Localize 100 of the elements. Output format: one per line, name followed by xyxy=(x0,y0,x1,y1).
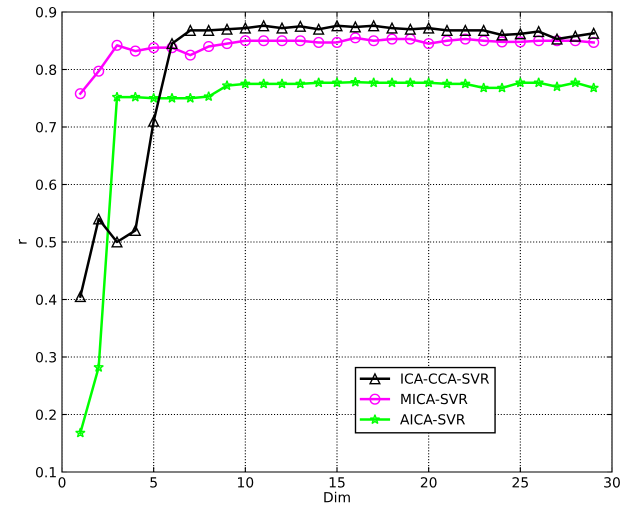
point xyxy=(478,24,490,36)
point xyxy=(221,24,233,35)
point xyxy=(588,28,600,39)
point xyxy=(460,24,471,36)
y-tick-label: 0.1 xyxy=(36,466,56,478)
point xyxy=(496,29,508,41)
point xyxy=(350,32,361,44)
point xyxy=(533,35,544,46)
point xyxy=(332,77,342,88)
point xyxy=(404,33,416,45)
point xyxy=(166,38,178,50)
point xyxy=(533,77,544,88)
point xyxy=(331,36,343,48)
point xyxy=(570,77,581,88)
point xyxy=(423,38,434,50)
point xyxy=(130,224,141,236)
point xyxy=(386,22,398,34)
x-tick-label: 15 xyxy=(330,477,345,488)
x-tick-label: 30 xyxy=(604,477,620,488)
point xyxy=(258,35,270,46)
point xyxy=(166,42,178,54)
point xyxy=(478,82,489,93)
y-tick-label: 0.4 xyxy=(36,294,56,305)
point xyxy=(294,20,306,32)
point xyxy=(514,36,526,48)
point xyxy=(203,40,214,52)
x-tick-label: 5 xyxy=(150,477,157,488)
point xyxy=(442,78,452,89)
point xyxy=(111,236,123,248)
point xyxy=(405,77,416,88)
y-tick-label: 0.2 xyxy=(36,409,56,420)
point xyxy=(460,78,471,89)
point xyxy=(185,92,196,103)
point xyxy=(276,22,288,34)
point xyxy=(276,78,288,89)
y-tick-label: 0.3 xyxy=(36,352,56,362)
point xyxy=(258,20,270,32)
point xyxy=(588,36,600,48)
point xyxy=(313,36,324,48)
y-tick-label: 0.6 xyxy=(36,179,56,190)
x-tick-label: 25 xyxy=(512,477,528,488)
point xyxy=(295,78,306,89)
point xyxy=(221,38,233,50)
point xyxy=(368,20,380,32)
point xyxy=(423,77,434,88)
point xyxy=(111,40,123,51)
point xyxy=(331,20,343,32)
point xyxy=(75,427,86,438)
point xyxy=(130,46,141,57)
point xyxy=(203,24,214,36)
legend-label: ICA-CCA-SVR xyxy=(401,373,490,384)
legend-label: AICA-SVR xyxy=(400,414,466,425)
point xyxy=(148,92,159,103)
point xyxy=(478,35,490,46)
point xyxy=(93,66,104,77)
point xyxy=(148,116,160,127)
point xyxy=(222,80,232,90)
x-tick-label: 20 xyxy=(420,477,437,488)
y-tick-label: 0.5 xyxy=(36,236,56,248)
point xyxy=(240,22,251,34)
x-tick-label: 0 xyxy=(58,477,66,488)
point xyxy=(93,213,104,225)
point xyxy=(350,76,361,87)
y-axis-title: r xyxy=(18,239,27,244)
point xyxy=(496,82,508,93)
point xyxy=(276,35,288,46)
point xyxy=(166,92,178,103)
point xyxy=(74,291,86,302)
point xyxy=(240,35,251,46)
point xyxy=(130,92,141,102)
point xyxy=(404,24,416,35)
point xyxy=(386,77,398,88)
point xyxy=(93,362,104,372)
point xyxy=(74,88,86,100)
y-tick-label: 0.9 xyxy=(36,6,56,18)
y-tick-label: 0.8 xyxy=(36,64,56,75)
point xyxy=(350,21,361,33)
point xyxy=(148,42,160,54)
point xyxy=(533,26,544,38)
point xyxy=(441,35,453,46)
point xyxy=(441,24,453,36)
point xyxy=(240,78,251,89)
x-tick-label: 10 xyxy=(238,477,254,488)
point xyxy=(368,77,379,88)
point xyxy=(460,33,471,45)
x-axis-title: Dim xyxy=(324,492,350,502)
point xyxy=(552,81,562,92)
point xyxy=(570,30,581,42)
point xyxy=(184,24,196,36)
point xyxy=(423,22,434,34)
point xyxy=(313,77,324,88)
legend-label: MICA-SVR xyxy=(401,394,468,404)
y-tick-label: 0.7 xyxy=(36,122,56,132)
point xyxy=(313,24,324,35)
point xyxy=(258,78,269,89)
point xyxy=(496,36,508,48)
point xyxy=(184,50,196,61)
point xyxy=(386,33,398,45)
point xyxy=(112,92,122,102)
point xyxy=(294,35,306,46)
